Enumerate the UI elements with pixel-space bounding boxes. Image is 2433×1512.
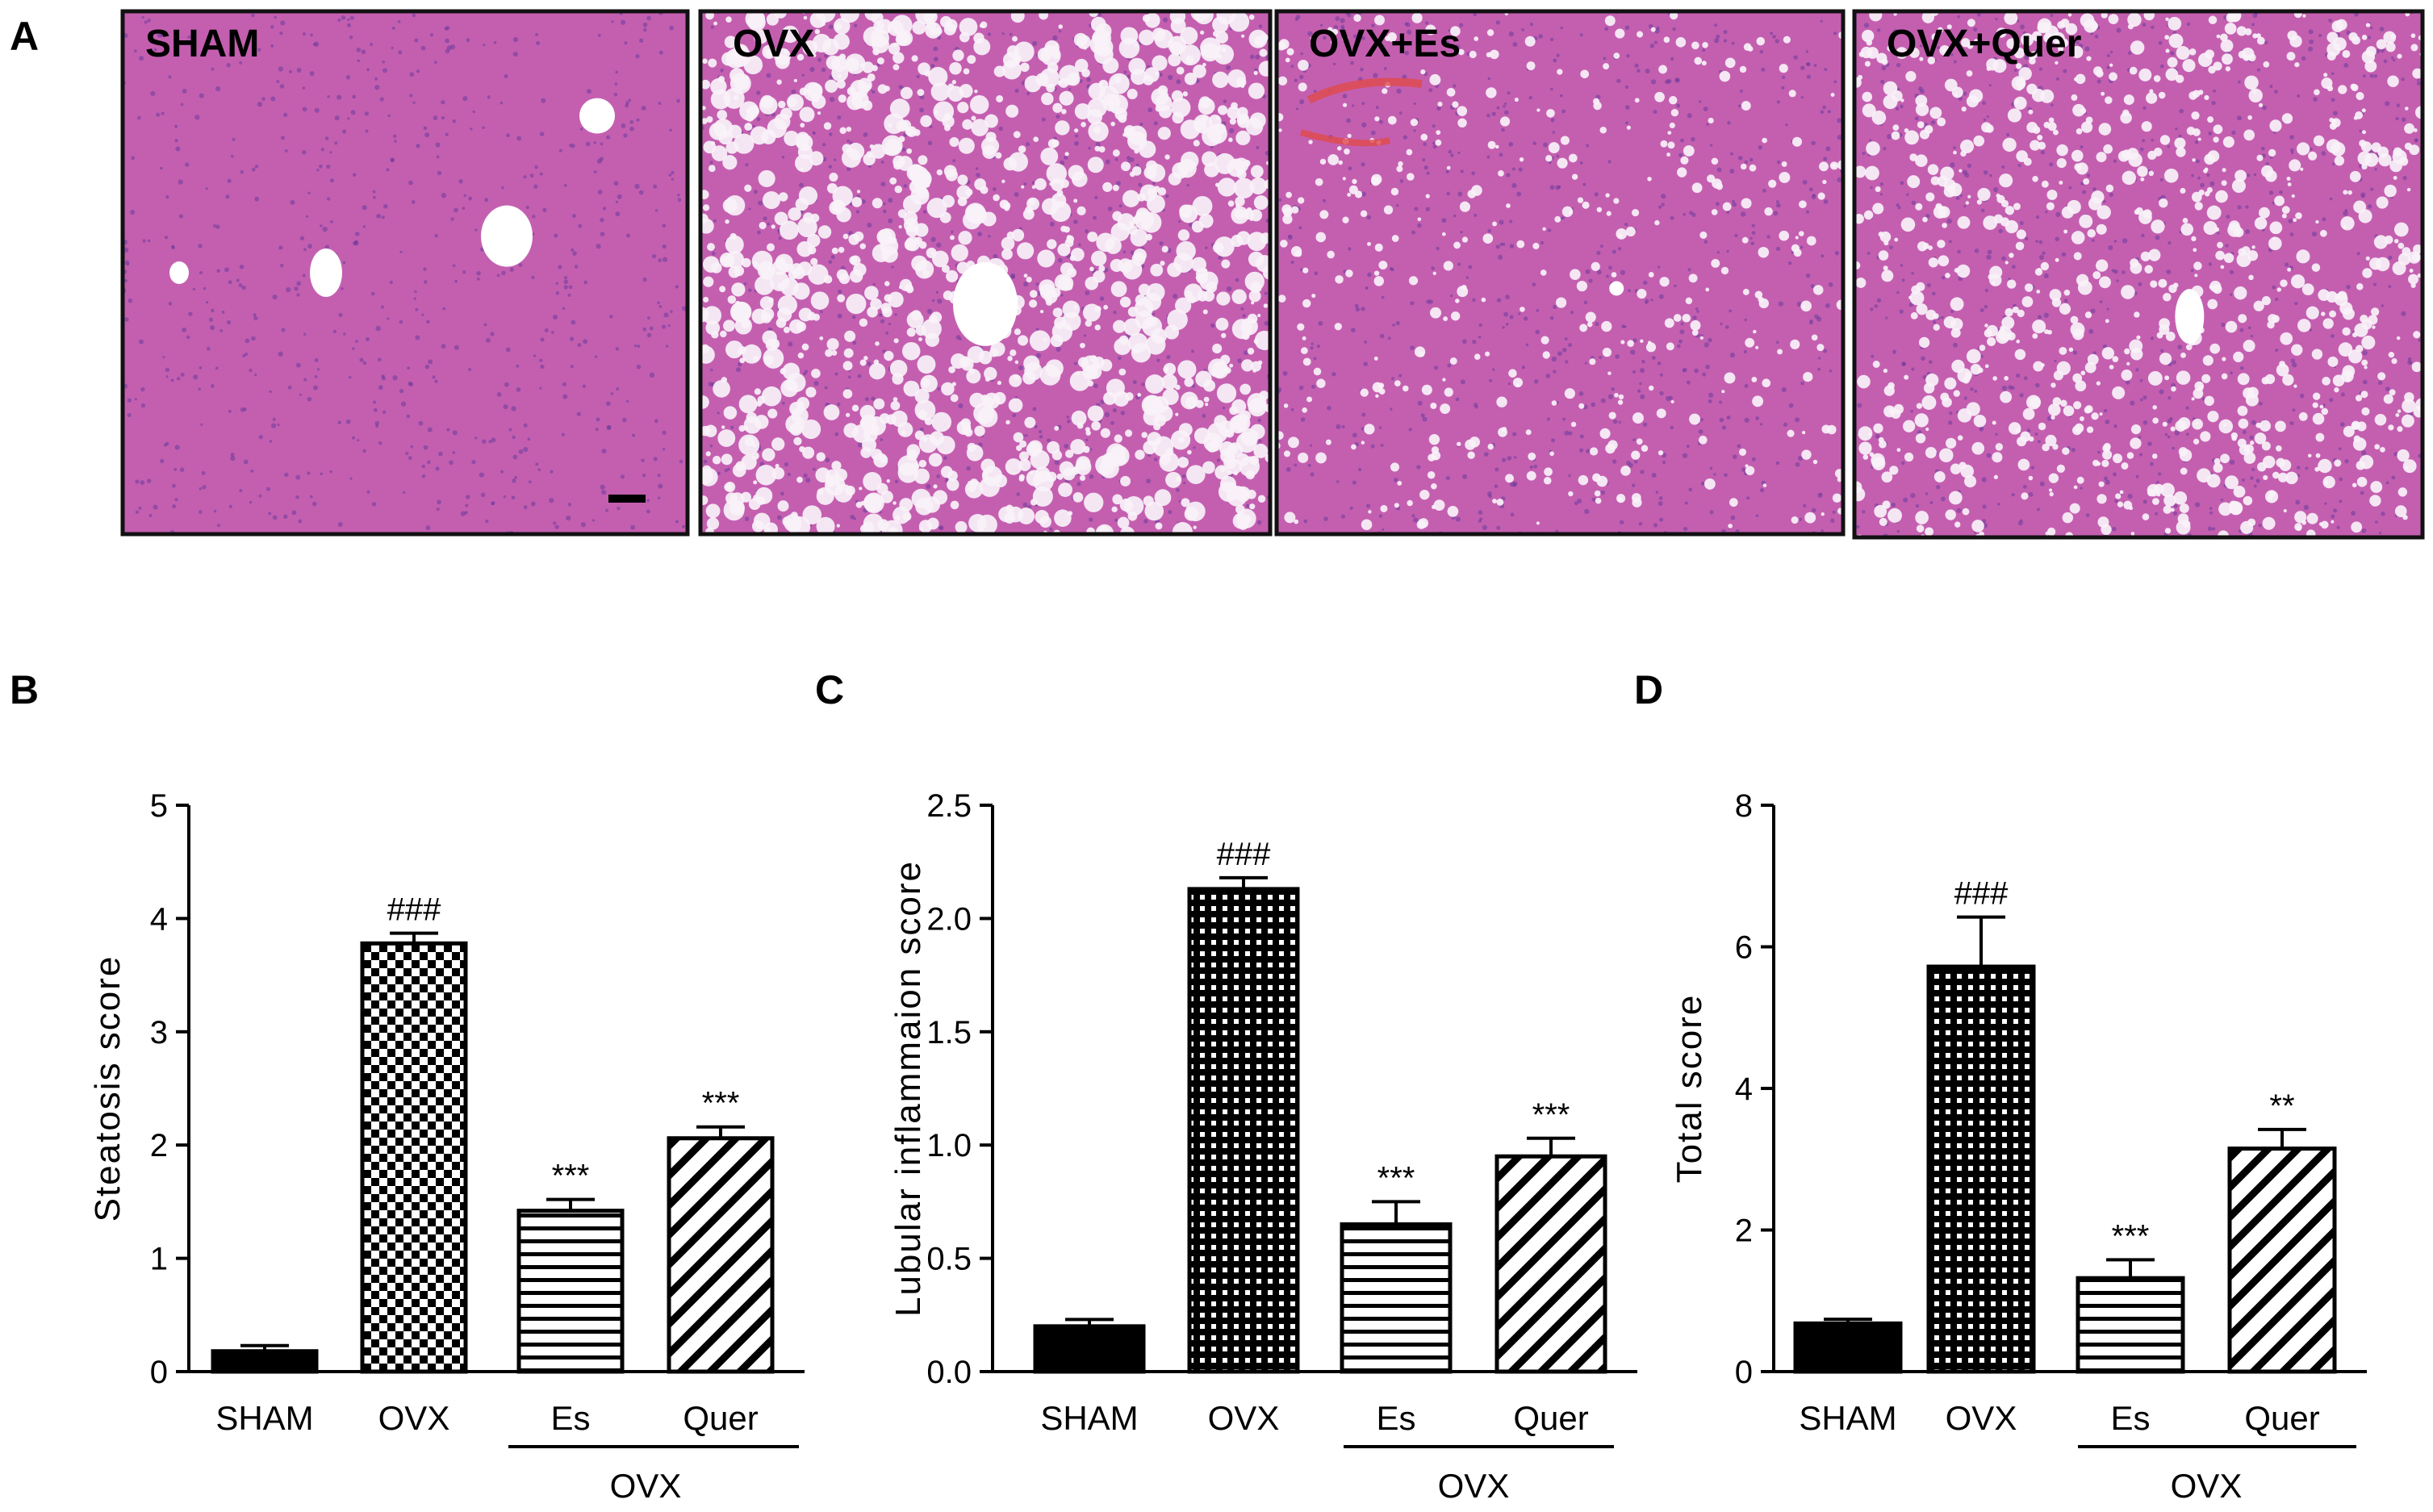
category-label: Quer	[1513, 1399, 1588, 1437]
panel-letter-c: C	[815, 667, 844, 712]
significance-label: ***	[2112, 1218, 2150, 1254]
image-frame	[1852, 9, 2425, 540]
micrograph-mild-steatosis: OVX+Es	[1274, 9, 1846, 537]
micrograph-row: SHAM OVX OVX+Es OVX+Quer	[120, 9, 2425, 540]
panel-letter-a: A	[10, 14, 39, 59]
category-label: Es	[1376, 1399, 1415, 1437]
y-tick-label: 5	[150, 788, 168, 824]
category-label: Quer	[683, 1399, 758, 1437]
bar-quer	[1494, 1154, 1607, 1374]
panel-letter-b: B	[10, 667, 39, 712]
category-label: SHAM	[215, 1399, 313, 1437]
category-label: Es	[2110, 1399, 2150, 1437]
bar-es	[516, 1209, 625, 1374]
category-label: SHAM	[1040, 1399, 1138, 1437]
category-label: SHAM	[1799, 1399, 1896, 1437]
tissue-texture	[1277, 11, 1843, 534]
y-tick-label: 0	[1735, 1355, 1753, 1390]
y-axis-label: Steatosis score	[88, 955, 128, 1222]
tissue-texture	[1854, 11, 2423, 537]
panel-a: A SHAM OVX OVX+Es OVX+Quer	[10, 9, 2425, 540]
image-frame	[1274, 9, 1846, 537]
category-label: OVX	[1208, 1399, 1280, 1437]
significance-label: ***	[1377, 1160, 1415, 1196]
bar-sham	[1793, 1321, 1903, 1374]
y-axis-label: Lubular inflammaion score	[888, 860, 928, 1317]
category-label: OVX	[378, 1399, 450, 1437]
tissue-texture	[700, 11, 1270, 534]
y-tick-label: 2	[150, 1128, 168, 1163]
micrograph-label: OVX	[733, 23, 814, 65]
bar-sham	[211, 1349, 319, 1374]
micrograph-label: OVX+Es	[1309, 23, 1461, 65]
y-tick-label: 1.0	[926, 1128, 972, 1163]
y-tick-label: 2.5	[926, 788, 972, 824]
y-tick-label: 1	[150, 1242, 168, 1277]
bar-quer	[2227, 1147, 2337, 1374]
significance-label: ***	[552, 1159, 590, 1194]
image-frame	[120, 9, 690, 537]
micrograph-normal-liver: SHAM	[120, 9, 690, 537]
group-label: OVX	[2171, 1467, 2243, 1505]
significance-label: ###	[387, 892, 441, 928]
bar-quer	[667, 1136, 775, 1374]
group-label: OVX	[1438, 1467, 1510, 1505]
lobular-inflammation-chart: 0.0 0.5 1.0 1.5 2.0 2.5 Lubular inflammaion sc…	[888, 788, 1637, 1505]
y-tick-label: 1.5	[926, 1015, 972, 1050]
tissue-texture	[123, 11, 688, 534]
y-tick-label: 4	[1735, 1071, 1753, 1107]
y-tick-label: 2.0	[926, 901, 972, 937]
tissue-background	[123, 11, 688, 534]
bar-sham	[1033, 1324, 1146, 1374]
micrograph-moderate-steatosis: OVX+Quer	[1852, 9, 2425, 540]
bar-ovx	[1926, 964, 2036, 1374]
panel-b: B 0 1 2 3 4 5 Steatosis score SHAM ### OVX *** Es **…	[10, 667, 805, 1505]
y-tick-label: 0	[150, 1355, 168, 1390]
group-label: OVX	[610, 1467, 682, 1505]
y-tick-label: 0.5	[926, 1242, 972, 1277]
category-label: Es	[550, 1399, 590, 1437]
panel-letter-d: D	[1634, 667, 1663, 712]
category-label: Quer	[2244, 1399, 2319, 1437]
micrograph-severe-steatosis: OVX	[698, 9, 1273, 537]
bar-ovx	[360, 941, 468, 1374]
bar-es	[1340, 1222, 1453, 1374]
y-axis-label: Total score	[1670, 994, 1709, 1184]
y-tick-label: 6	[1735, 930, 1753, 966]
tissue-background	[1854, 11, 2423, 537]
panel-c: C 0.0 0.5 1.0 1.5 2.0 2.5 Lubular inflammaion …	[815, 667, 1637, 1505]
significance-label: ***	[1532, 1097, 1570, 1133]
significance-label: **	[2269, 1088, 2294, 1124]
micrograph-label: SHAM	[145, 23, 259, 65]
image-frame	[698, 9, 1273, 537]
significance-label: ###	[1217, 837, 1271, 872]
bar-es	[2076, 1276, 2185, 1374]
tissue-background	[1277, 11, 1843, 534]
y-tick-label: 0.0	[926, 1355, 972, 1390]
scale-bar	[608, 495, 646, 503]
y-tick-label: 2	[1735, 1213, 1753, 1249]
category-label: OVX	[1946, 1399, 2017, 1437]
y-tick-label: 4	[150, 901, 168, 937]
y-tick-label: 8	[1735, 788, 1753, 824]
bar-ovx	[1187, 887, 1300, 1374]
significance-label: ###	[1954, 876, 2009, 912]
steatosis-score-chart: 0 1 2 3 4 5 Steatosis score SHAM ### OVX *** Es *** Q…	[88, 788, 805, 1505]
y-tick-label: 3	[150, 1015, 168, 1050]
micrograph-label: OVX+Quer	[1887, 23, 2081, 65]
significance-label: ***	[702, 1086, 740, 1121]
